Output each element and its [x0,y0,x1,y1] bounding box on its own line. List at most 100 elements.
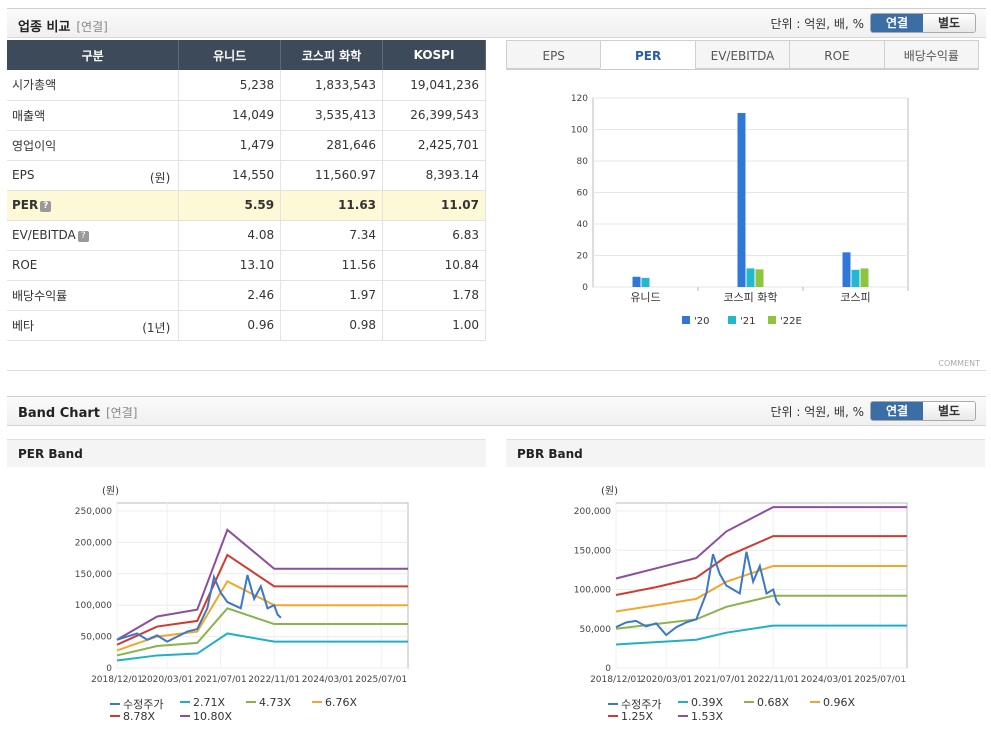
table-cell: 1.97 [280,280,384,311]
pbr-band-legend: 수정주가 0.39X 0.68X 0.96X 1.25X 1.53X [608,696,968,728]
legend-label: 수정주가 [621,698,662,711]
series-line-5[interactable] [615,506,907,580]
row-label: 매출액 [7,100,180,131]
table-cell: 13.10 [178,250,282,281]
row-label-text: PER [12,198,39,212]
legend-swatch [246,701,256,703]
row-unit-note: (1년) [142,320,171,335]
table-row: 배당수익률 2.46 1.97 1.78 [7,280,486,311]
legend-item[interactable]: 2.71X [180,696,225,709]
consolidated-button[interactable]: 연결 [871,14,923,32]
row-label: 영업이익 [7,130,180,161]
tab-ev-ebitda[interactable]: EV/EBITDA [694,40,790,69]
consolidation-toggle: 연결 별도 [870,401,976,421]
legend-item[interactable]: 1.25X [608,710,653,723]
legend-swatch [768,316,776,324]
bar-2-2[interactable] [860,268,869,287]
legend-item[interactable]: 1.53X [678,710,723,723]
consolidated-button[interactable]: 연결 [871,402,923,420]
series-line-0[interactable] [615,551,781,637]
row-unit-note: (원) [149,170,171,185]
table-header: 구분 [7,40,180,70]
bar-2-0[interactable] [842,252,851,287]
tab-eps[interactable]: EPS [506,40,601,69]
x-tick-label: 2022/11/01 [248,675,300,685]
legend-item[interactable]: 8.78X [110,710,155,723]
legend-item[interactable]: 수정주가 [110,696,163,712]
bar-2-1[interactable] [851,269,860,287]
x-tick-label: 2025/07/01 [854,675,906,685]
bar-1-1[interactable] [746,268,755,287]
legend-swatch [608,715,618,717]
separate-button[interactable]: 별도 [923,14,975,32]
pbr-band-title: PBR Band [506,439,985,467]
legend-swatch [810,701,820,703]
unit-box: 단위 : 억원, 배, % 연결 별도 [770,401,976,421]
help-icon[interactable]: ? [40,201,52,212]
legend-item[interactable]: 0.68X [744,696,789,709]
tab--[interactable]: 배당수익률 [883,40,980,69]
x-tick-label: 2020/03/01 [141,675,193,685]
tab-per[interactable]: PER [600,40,695,69]
row-label-text: 시가총액 [12,78,57,93]
y-tick-label: 60 [577,189,589,199]
legend-swatch [180,701,190,703]
table-cell: 2.46 [178,280,282,311]
legend-swatch [608,703,618,705]
table-cell: 26,399,543 [382,100,486,131]
table-cell: 11.56 [280,250,384,281]
x-tick-label: 2021/07/01 [694,675,746,685]
table-row: 시가총액 5,238 1,833,543 19,041,236 [7,70,486,101]
legend-label: 4.73X [259,696,292,709]
tab-roe[interactable]: ROE [789,40,884,69]
per-band-chart: (원) 0 50,000 100,000 150,000 200,000 250,000 20… [75,485,409,685]
y-tick-label: 40 [577,220,589,230]
row-label: 시가총액 [7,70,180,101]
separate-button[interactable]: 별도 [923,402,975,420]
legend-item[interactable]: 4.73X [246,696,291,709]
industry-compare-header: 업종 비교 [연결] 단위 : 억원, 배, % 연결 별도 [7,8,986,38]
legend-item[interactable]: 수정주가 [608,696,661,712]
series-line-1[interactable] [615,624,907,646]
y-tick-label: 0 [605,664,611,674]
y-tick-label: 200,000 [75,538,112,548]
bar-1-0[interactable] [737,112,746,288]
x-tick-label: 2020/03/01 [640,675,692,685]
table-cell: 0.96 [178,310,282,341]
legend-label: 1.53X [691,710,724,723]
series-line-3[interactable] [615,564,907,613]
table-cell: 11.63 [280,190,384,221]
comment-toggle[interactable]: COMMENT [938,359,980,368]
series-line-5[interactable] [116,528,408,641]
row-label-text: EPS [12,168,35,182]
bar-0-0[interactable] [632,276,641,287]
per-band-legend: 수정주가 2.71X 4.73X 6.76X 8.78X 10.80X [110,696,470,728]
table-cell: 2,425,701 [382,130,486,161]
legend-label: '22E [780,316,802,327]
legend-item[interactable]: 6.76X [312,696,357,709]
series-line-2[interactable] [116,607,408,657]
table-cell: 3,535,413 [280,100,384,131]
y-tick-label: 250,000 [75,507,112,517]
y-tick-label: 80 [577,157,589,167]
bar-1-2[interactable] [755,269,764,287]
section-title: Band Chart [연결] [18,406,138,421]
x-tick-label: 2022/11/01 [747,675,799,685]
band-chart-header: Band Chart [연결] 단위 : 억원, 배, % 연결 별도 [7,396,986,426]
legend-item[interactable]: 0.96X [810,696,855,709]
table-cell: 5,238 [178,70,282,101]
bar-0-1[interactable] [641,277,650,287]
y-unit-label: (원) [102,485,119,497]
legend-item[interactable]: 0.39X [678,696,723,709]
legend-swatch [682,316,690,324]
section-sub: [연결] [76,20,108,34]
row-label: ROE [7,250,180,281]
help-icon[interactable]: ? [77,231,89,242]
legend-swatch [110,715,120,717]
y-tick-label: 0 [106,664,112,674]
row-label-text: 배당수익률 [12,288,68,303]
legend-item[interactable]: 10.80X [180,710,232,723]
series-line-1[interactable] [116,632,408,662]
series-line-0[interactable] [116,573,282,643]
x-tick-label: 코스피 화학 [723,291,777,304]
